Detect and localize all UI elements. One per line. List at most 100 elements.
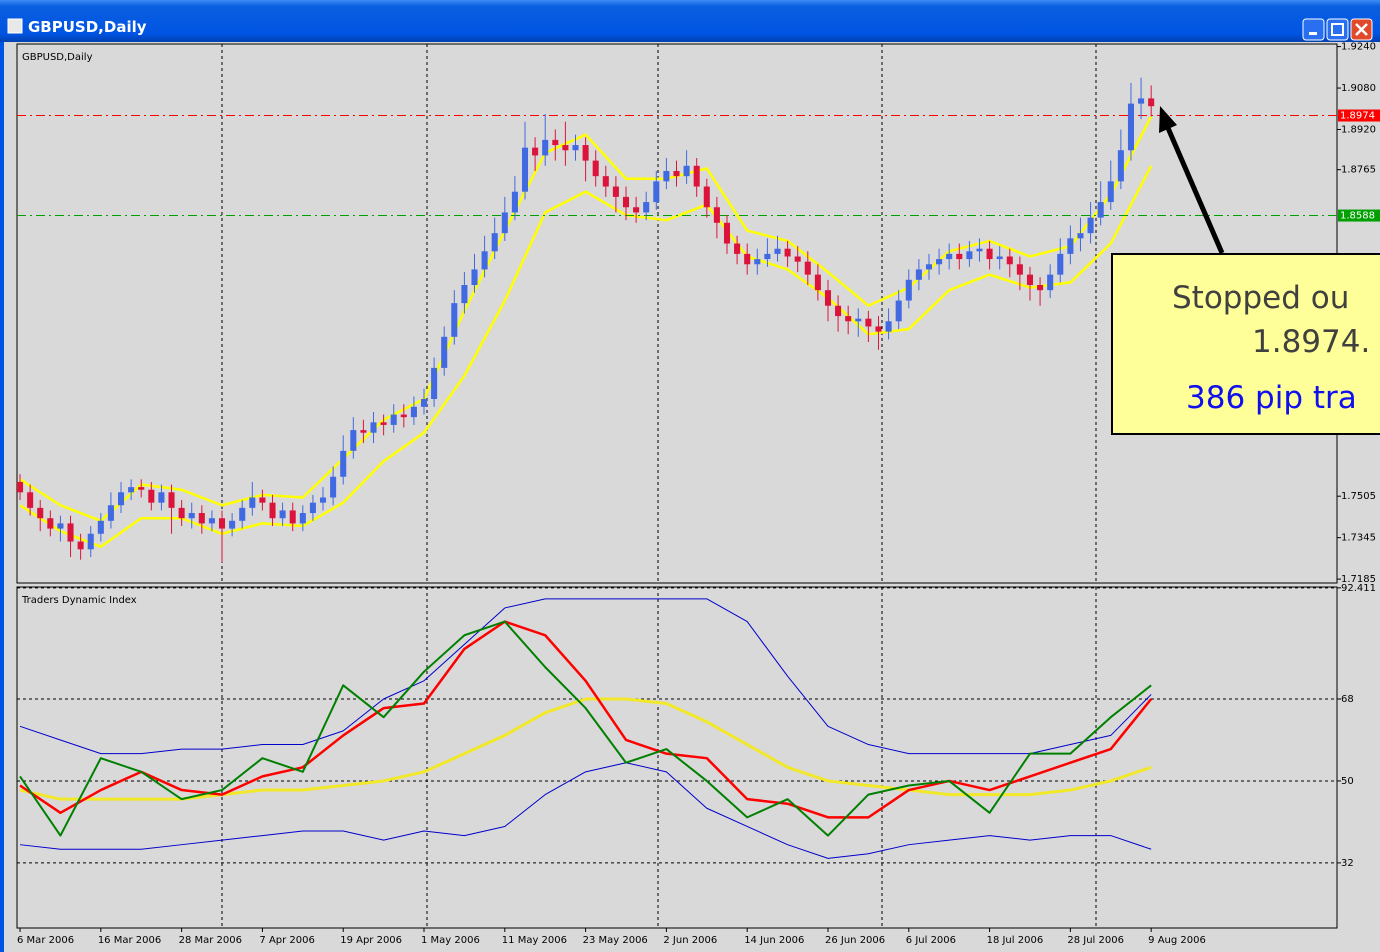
x-tick-label: 6 Jul 2006: [906, 935, 956, 946]
y-tick-label: 1.8920: [1341, 125, 1376, 136]
candle-body: [451, 303, 458, 337]
candle-body: [1127, 103, 1135, 151]
candle-body: [552, 139, 559, 146]
candle-body: [27, 492, 34, 508]
candle-body: [713, 207, 720, 223]
candle-body: [289, 510, 296, 524]
indicator-line: [19, 598, 1152, 755]
candle-body: [128, 487, 135, 493]
x-tick-label: 23 May 2006: [583, 935, 648, 946]
candle-body: [309, 502, 316, 514]
price-level-tag: [1338, 209, 1380, 222]
panel-title: Traders Dynamic Index: [21, 595, 137, 606]
x-tick-label: 14 Jun 2006: [744, 935, 804, 946]
candle-body: [865, 318, 872, 327]
x-tick-label: 9 Aug 2006: [1148, 935, 1206, 946]
candle-body: [37, 507, 44, 519]
candle-body: [360, 430, 367, 433]
candle-body: [1117, 150, 1124, 182]
candle-body: [622, 196, 630, 208]
candle-body: [835, 305, 842, 317]
candle-body: [299, 513, 306, 524]
candle-body: [804, 261, 811, 275]
x-tick-label: 26 Jun 2006: [825, 935, 885, 946]
x-tick-label: 16 Mar 2006: [98, 935, 161, 946]
candle-body: [925, 264, 933, 270]
candle-body: [97, 520, 104, 534]
candle-body: [1047, 274, 1054, 291]
candle-body: [734, 243, 741, 254]
y-tick-label: 1.9080: [1341, 83, 1376, 94]
candle-body: [966, 251, 973, 260]
candle-body: [784, 248, 791, 257]
candle-body: [340, 450, 347, 477]
candle-body: [57, 523, 64, 529]
envelope-line: [19, 165, 1153, 549]
candle-body: [592, 160, 599, 177]
candle-body: [67, 523, 74, 542]
minimize-icon: [1309, 32, 1317, 35]
arrow-shaft: [1165, 127, 1225, 254]
candle-body: [511, 191, 518, 213]
candle-body: [905, 279, 912, 301]
envelope-line: [19, 115, 1153, 523]
annotation-text: 1.8974.: [1252, 324, 1370, 360]
panel-title: GBPUSD,Daily: [22, 52, 93, 63]
annotation-box: [1111, 253, 1380, 435]
candle-body: [481, 251, 488, 270]
candle-body: [542, 139, 549, 156]
candle-body: [1097, 202, 1104, 218]
y-tick-label: 1.7185: [1341, 574, 1376, 585]
candle-body: [350, 430, 357, 451]
candle-body: [936, 259, 943, 265]
candle-body: [946, 253, 953, 260]
candle-body: [431, 367, 438, 400]
minimize-button[interactable]: [1302, 18, 1325, 41]
candle-body: [976, 248, 983, 252]
candle-body: [107, 505, 114, 521]
indicator-line: [19, 762, 1152, 859]
candle-body: [1016, 264, 1023, 275]
candle-body: [168, 492, 175, 508]
plot-layer: 1.9240 1.9080 1.8920 1.8765 1.7505 1.7345 1.71…: [17, 42, 1380, 946]
candle-body: [794, 256, 801, 262]
candle-body: [754, 259, 761, 265]
candle-body: [895, 300, 902, 322]
price-level-label: 1.8974: [1340, 111, 1375, 122]
maximize-button[interactable]: [1326, 18, 1349, 41]
annotation-text: Stopped ou: [1172, 280, 1349, 316]
candle-body: [1148, 98, 1155, 107]
candle-body: [915, 269, 922, 280]
candle-body: [643, 202, 650, 213]
arrow-head: [1159, 106, 1177, 133]
time-grid: [221, 44, 1097, 928]
candle-body: [612, 186, 619, 197]
price-level-tag: [1338, 109, 1380, 122]
window-title: GBPUSD,Daily: [28, 18, 147, 36]
candle-body: [855, 318, 862, 322]
candle-body: [17, 481, 24, 493]
x-tick-label: 6 Mar 2006: [17, 935, 74, 946]
candle-body: [663, 170, 670, 182]
y-tick-label: 68: [1341, 694, 1354, 705]
candle-body: [673, 170, 680, 177]
candle-body: [198, 513, 205, 524]
candle-body: [1138, 98, 1145, 104]
x-tick-label: 11 May 2006: [502, 935, 567, 946]
candle-body: [653, 181, 660, 203]
candle-body: [330, 476, 337, 498]
maximize-icon: [1331, 23, 1344, 36]
annotation: Stopped ou 1.8974. 386 pip tra: [1111, 106, 1380, 435]
candle-body: [1006, 256, 1013, 265]
candle-body: [562, 145, 569, 151]
candle-body: [875, 326, 882, 332]
candle-body: [501, 212, 508, 234]
annotation-text: 386 pip tra: [1186, 380, 1357, 416]
window-icon: [7, 18, 23, 34]
candle-body: [410, 406, 417, 418]
candle-body: [824, 290, 832, 306]
candle-body: [218, 518, 226, 529]
candle-body: [1067, 238, 1074, 254]
